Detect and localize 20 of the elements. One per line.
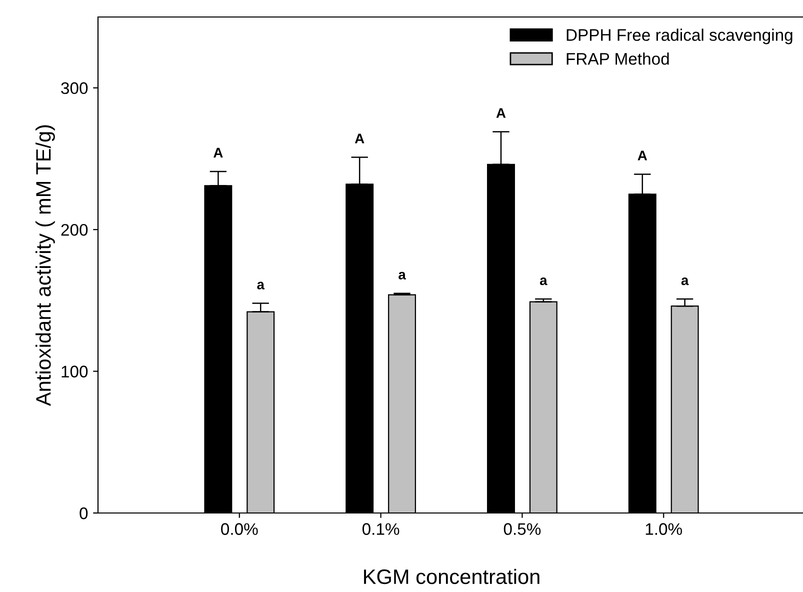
annotation: A [638,150,648,160]
annotation: a [681,278,689,286]
legend-label: DPPH Free radical scavenging [566,28,792,44]
annotation: A [354,134,364,144]
legend-label: FRAP Method [566,52,669,65]
y-tick-label: 200 [61,224,88,236]
x-tick-label: 0.0% [221,523,258,535]
annotation: a [540,278,548,286]
annotation: A [214,148,223,158]
x-axis-title: KGM concentration [364,568,540,584]
annotation: A [496,108,506,118]
y-tick-label: 0 [80,507,88,520]
x-tick-label: 0.5% [504,523,541,535]
x-tick-label: 0.1% [362,523,400,535]
annotation: a [398,272,406,280]
y-tick-label: 100 [62,366,88,378]
y-axis-title: Antioxidant activity ( mM TE/g) [35,125,55,406]
annotation: a [257,282,265,290]
y-tick-label: 300 [61,82,88,94]
x-tick-label: 1.0% [646,523,682,535]
